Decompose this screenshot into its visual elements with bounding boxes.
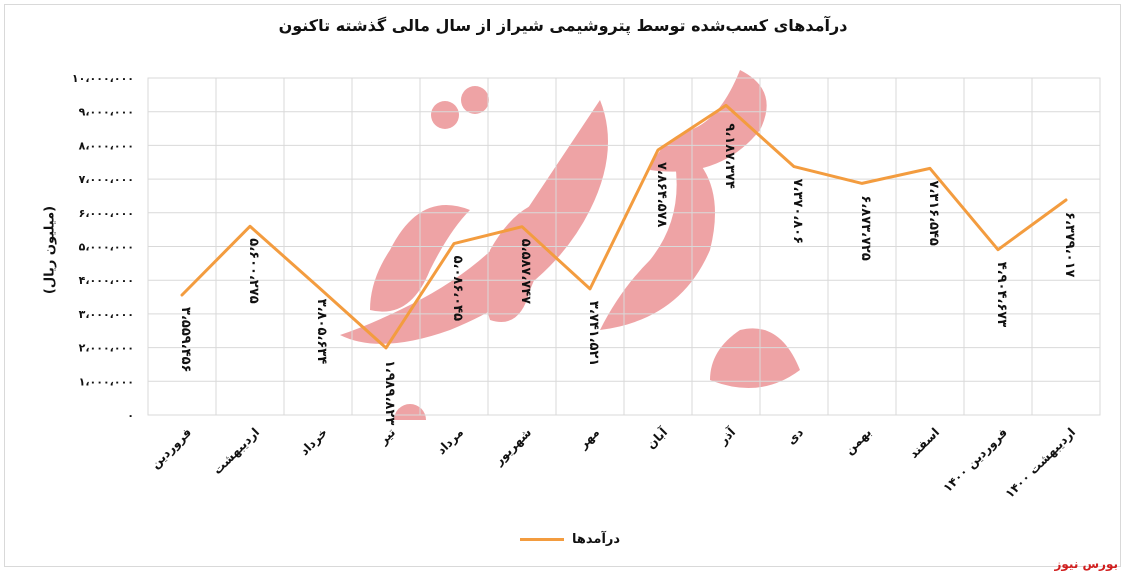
x-tick-label: دی bbox=[784, 425, 806, 447]
data-label: ۱،۹۸۹،۸۲۳ bbox=[382, 360, 397, 425]
y-tick-label: ۸،۰۰۰،۰۰۰ bbox=[79, 139, 134, 152]
y-tick-label: ۴،۰۰۰،۰۰۰ bbox=[79, 274, 134, 287]
legend-label: درآمدها bbox=[572, 532, 621, 547]
x-tick-label: اردیبهشت bbox=[210, 425, 262, 477]
series-lines bbox=[180, 103, 1068, 350]
y-tick-label: ۱،۰۰۰،۰۰۰ bbox=[79, 375, 134, 388]
x-tick-label: اردیبهشت ۱۴۰۰ bbox=[1003, 425, 1079, 501]
data-labels: ۳،۵۵۹،۴۵۶ ۵،۶۰۰،۲۷۵ ۳،۸۰۵،۶۳۴ ۱،۹۸۹،۸۲۳ ۵،۰۸… bbox=[178, 123, 1077, 425]
y-axis-label: (میلیون ریال) bbox=[42, 205, 58, 295]
y-tick-label: ۲،۰۰۰،۰۰۰ bbox=[79, 342, 134, 355]
y-tick-label: ۷،۰۰۰،۰۰۰ bbox=[79, 173, 134, 186]
y-tick-label: ۳،۰۰۰،۰۰۰ bbox=[79, 308, 134, 321]
y-tick-label: ۵،۰۰۰،۰۰۰ bbox=[79, 241, 134, 254]
x-tick-label: خرداد bbox=[297, 425, 330, 458]
data-label: ۹،۱۸۷،۳۷۴ bbox=[722, 123, 737, 188]
x-tick-label: اسفند bbox=[906, 425, 942, 461]
y-axis-ticks: ۰ ۱،۰۰۰،۰۰۰ ۲،۰۰۰،۰۰۰ ۳،۰۰۰،۰۰۰ ۴،۰۰۰،۰۰۰ ۵،۰… bbox=[72, 72, 134, 422]
x-tick-label: آبان bbox=[643, 424, 671, 452]
x-tick-label: آذر bbox=[715, 424, 739, 448]
x-tick-label: مهر bbox=[575, 425, 602, 452]
x-tick-label: فروردین ۱۴۰۰ bbox=[940, 425, 1010, 495]
x-tick-label: فروردین bbox=[148, 425, 195, 472]
bourse-news-logo-watermark bbox=[270, 60, 830, 447]
x-tick-label: مرداد bbox=[434, 425, 466, 457]
data-label: ۳،۷۴۱،۵۲۱ bbox=[586, 301, 601, 366]
data-label: ۷،۳۷۰،۸۰۶ bbox=[790, 179, 805, 244]
y-tick-label: ۱۰،۰۰۰،۰۰۰ bbox=[72, 72, 134, 85]
x-axis-ticks: فروردین اردیبهشت خرداد تیر مرداد شهریور مهر آبا… bbox=[148, 424, 1078, 501]
data-label: ۳،۸۰۵،۶۳۴ bbox=[314, 299, 329, 364]
series-line-revenue bbox=[180, 103, 1068, 350]
data-label: ۶،۳۷۹،۰۱۷ bbox=[1062, 212, 1077, 277]
data-label: ۷،۳۱۶،۵۴۵ bbox=[926, 180, 941, 245]
x-tick-label: بهمن bbox=[842, 425, 874, 457]
source-watermark: بورس نیوز bbox=[1054, 557, 1118, 571]
x-tick-label: شهریور bbox=[491, 425, 535, 469]
y-tick-label: ۹،۰۰۰،۰۰۰ bbox=[79, 106, 134, 119]
data-label: ۵،۶۰۰،۲۷۵ bbox=[246, 238, 261, 303]
y-tick-label: ۰ bbox=[127, 409, 134, 422]
data-label: ۶،۸۷۳،۷۲۵ bbox=[858, 195, 873, 260]
legend-swatch bbox=[520, 538, 564, 541]
data-label: ۷،۸۶۴،۵۷۸ bbox=[654, 162, 669, 227]
data-label: ۵،۵۸۷،۷۴۷ bbox=[518, 239, 533, 304]
data-label: ۵،۰۸۶،۰۴۵ bbox=[450, 256, 465, 321]
legend: درآمدها bbox=[520, 532, 620, 547]
data-label: ۳،۵۵۹،۴۵۶ bbox=[178, 307, 193, 372]
grid-lines bbox=[147, 77, 1101, 416]
y-tick-label: ۶،۰۰۰،۰۰۰ bbox=[79, 207, 134, 220]
chart-title: درآمدهای کسب‌شده توسط پتروشیمی شیراز از … bbox=[278, 16, 848, 35]
x-tick-label: تیر bbox=[376, 425, 399, 448]
data-label: ۴،۹۰۴،۶۷۳ bbox=[994, 262, 1009, 327]
